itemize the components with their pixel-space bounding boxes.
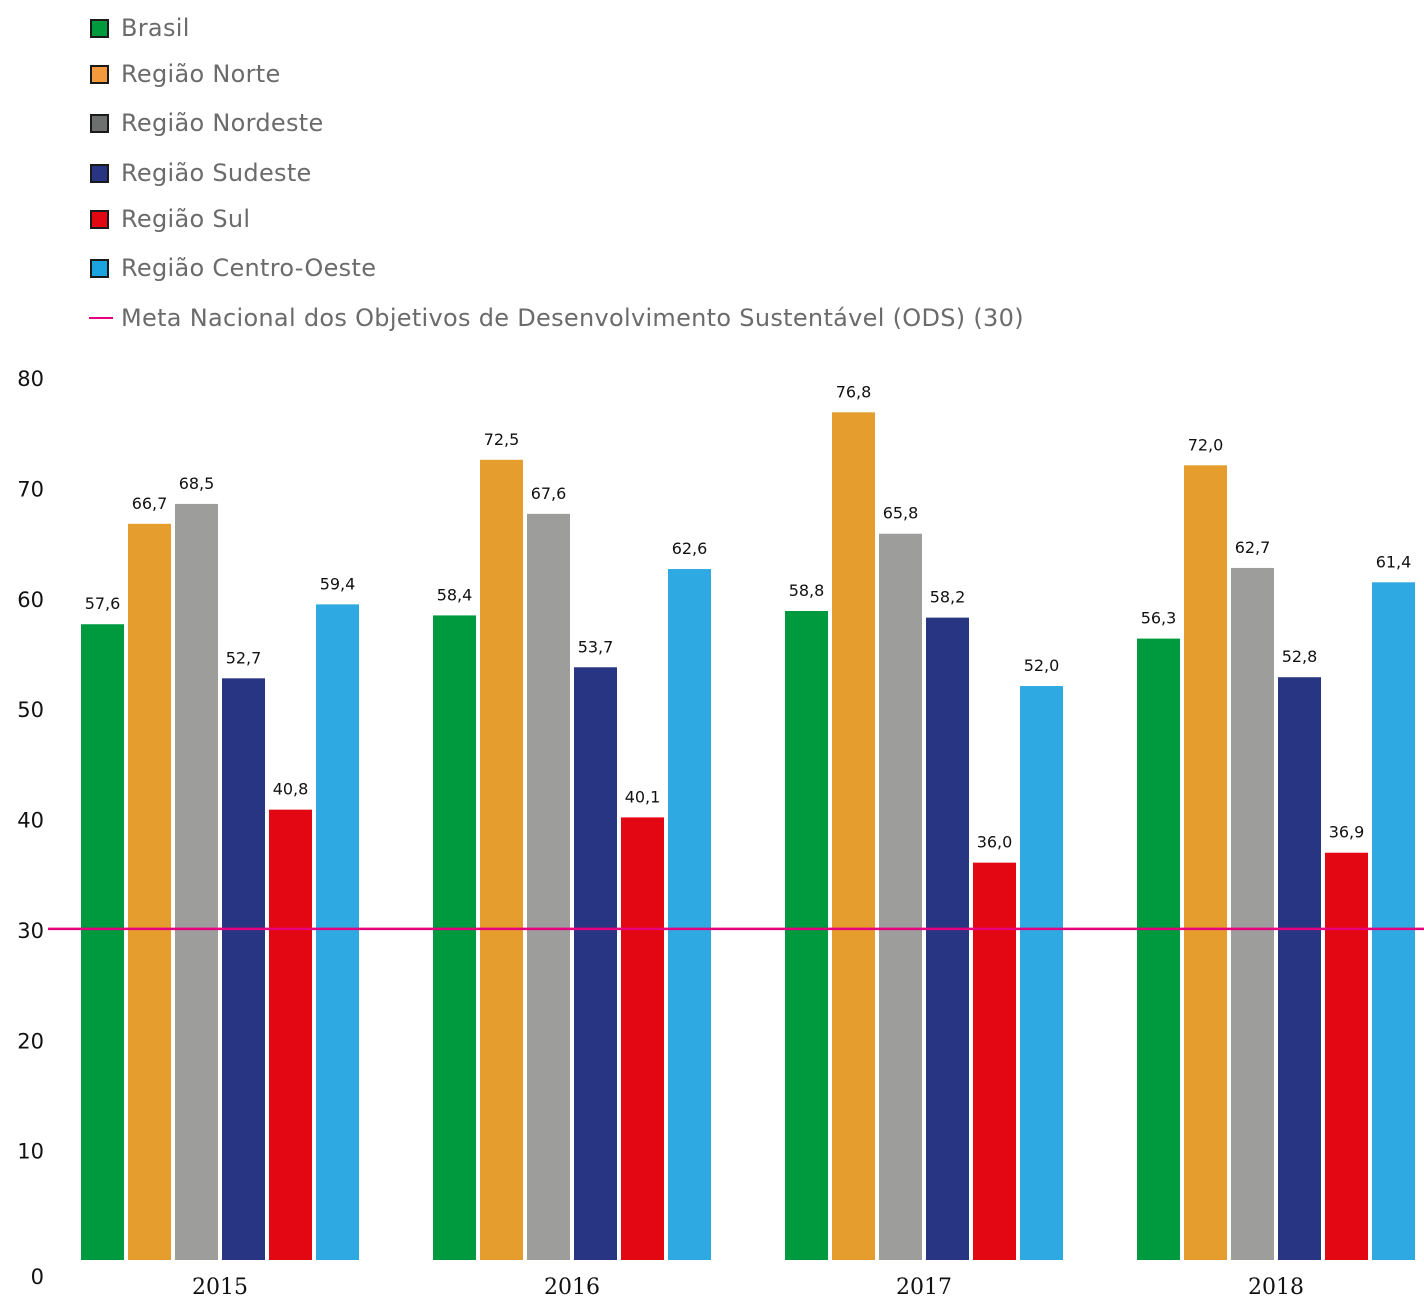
data-label: 58,8 xyxy=(789,581,825,600)
data-label: 56,3 xyxy=(1141,609,1177,628)
bar xyxy=(879,533,922,1260)
legend-label-regiao-sudeste: Região Sudeste xyxy=(121,159,312,187)
legend-swatch-regiao-sudeste xyxy=(90,164,109,183)
legend-label-brasil: Brasil xyxy=(121,14,190,42)
bar xyxy=(316,604,359,1260)
data-label: 53,7 xyxy=(578,637,614,656)
bar xyxy=(527,513,570,1260)
data-label: 52,8 xyxy=(1282,647,1318,666)
data-label: 58,4 xyxy=(437,585,473,604)
bar xyxy=(832,412,875,1260)
bar xyxy=(1137,638,1180,1260)
bar xyxy=(1372,582,1415,1260)
legend-swatch-regiao-norte xyxy=(90,65,109,84)
legend-label-regiao-sul: Região Sul xyxy=(121,205,251,233)
bar xyxy=(269,809,312,1260)
bar xyxy=(1231,567,1274,1260)
x-tick-label: 2015 xyxy=(192,1275,248,1297)
y-tick-label: 50 xyxy=(17,698,44,722)
bar xyxy=(574,667,617,1260)
y-axis-tick-labels: 0 10 20 30 40 50 60 70 80 xyxy=(17,367,44,1289)
legend-swatch-regiao-sul xyxy=(90,210,109,229)
legend-label-regiao-nordeste: Região Nordeste xyxy=(121,109,324,137)
y-tick-label: 40 xyxy=(17,809,44,833)
x-axis-tick-labels: 2015 2016 2017 2018 xyxy=(192,1275,1304,1297)
y-tick-label: 70 xyxy=(17,477,44,501)
data-label: 52,7 xyxy=(226,648,262,667)
data-label: 72,0 xyxy=(1188,435,1224,454)
data-label: 36,0 xyxy=(977,833,1013,852)
data-label: 52,0 xyxy=(1024,656,1060,675)
data-label: 76,8 xyxy=(836,382,872,401)
legend-label-regiao-norte: Região Norte xyxy=(121,60,281,88)
legend-label-meta-ods: Meta Nacional dos Objetivos de Desenvolv… xyxy=(121,304,1024,332)
data-label: 59,4 xyxy=(320,574,356,593)
x-tick-label: 2018 xyxy=(1248,1275,1304,1297)
bar xyxy=(128,523,171,1260)
data-labels: 57,6 58,4 58,8 56,3 66,7 72,5 76,8 72,0 68,5 67,6… xyxy=(85,382,1412,851)
bar xyxy=(785,610,828,1260)
data-label: 57,6 xyxy=(85,594,121,613)
bar xyxy=(175,503,218,1260)
bar xyxy=(621,817,664,1260)
legend-label-regiao-centro-oeste: Região Centro-Oeste xyxy=(121,254,377,282)
data-label: 40,8 xyxy=(273,780,309,799)
bar xyxy=(1278,677,1321,1260)
data-label: 58,2 xyxy=(930,588,966,607)
data-label: 65,8 xyxy=(883,504,919,523)
bar xyxy=(81,624,124,1260)
bars xyxy=(81,412,1415,1260)
bar xyxy=(433,615,476,1260)
y-tick-label: 60 xyxy=(17,588,44,612)
x-tick-label: 2016 xyxy=(544,1275,600,1297)
y-tick-label: 20 xyxy=(17,1029,44,1053)
y-tick-label: 0 xyxy=(31,1265,44,1289)
bar xyxy=(668,569,711,1260)
x-tick-label: 2017 xyxy=(896,1275,952,1297)
bar xyxy=(1020,686,1063,1260)
data-label: 36,9 xyxy=(1329,823,1365,842)
bar xyxy=(1184,465,1227,1260)
bar xyxy=(926,617,969,1260)
data-label: 62,7 xyxy=(1235,538,1271,557)
data-label: 62,6 xyxy=(672,539,708,558)
bar xyxy=(222,678,265,1260)
legend-line-meta-ods xyxy=(89,317,113,319)
bar xyxy=(1325,852,1368,1260)
y-tick-label: 30 xyxy=(17,919,44,943)
data-label: 67,6 xyxy=(531,484,567,503)
data-label: 61,4 xyxy=(1376,552,1412,571)
y-tick-label: 80 xyxy=(17,367,44,391)
data-label: 72,5 xyxy=(484,430,520,449)
bar xyxy=(973,862,1016,1260)
data-label: 40,1 xyxy=(625,787,661,806)
legend-swatch-regiao-nordeste xyxy=(90,114,109,133)
legend-swatch-regiao-centro-oeste xyxy=(90,259,109,278)
data-label: 68,5 xyxy=(179,474,215,493)
data-label: 66,7 xyxy=(132,494,168,513)
bar xyxy=(480,459,523,1260)
legend-swatch-brasil xyxy=(90,19,109,38)
y-tick-label: 10 xyxy=(17,1140,44,1164)
